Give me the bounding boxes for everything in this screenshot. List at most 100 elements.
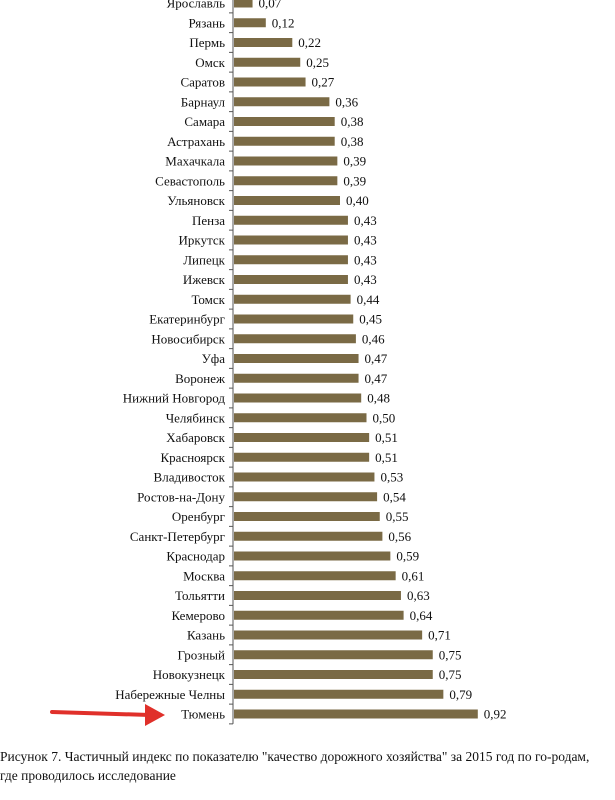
category-label: Тюмень <box>181 707 225 722</box>
value-label: 0,51 <box>375 430 398 445</box>
bar <box>234 531 383 541</box>
category-label: Москва <box>183 568 225 583</box>
bar <box>234 551 391 561</box>
category-label: Кемерово <box>172 608 226 623</box>
bar <box>234 38 293 47</box>
value-label: 0,51 <box>375 450 398 465</box>
bar <box>234 255 348 265</box>
value-label: 0,53 <box>380 470 403 485</box>
bar-chart: Ярославль 0,07 Рязань 0,12 Пермь 0,22 Омск 0,25… <box>50 0 507 726</box>
category-label: Владивосток <box>154 470 226 485</box>
bar <box>234 97 330 107</box>
bar <box>234 709 478 719</box>
value-label: 0,43 <box>354 213 377 228</box>
bar <box>234 571 396 581</box>
value-label: 0,39 <box>343 173 366 188</box>
caption-highlight: "качество дорожного хозяйства" <box>262 749 448 764</box>
category-label: Красноярск <box>161 450 226 465</box>
category-label: Нижний Новгород <box>123 391 226 406</box>
category-label: Пенза <box>192 213 225 228</box>
category-label: Самара <box>184 114 225 129</box>
category-label: Набережные Челны <box>115 687 225 702</box>
bar <box>234 196 340 205</box>
value-label: 0,43 <box>354 272 377 287</box>
bar <box>234 294 351 304</box>
figure-caption: Рисунок 7. Частичный индекс по показател… <box>0 747 600 785</box>
bar <box>234 215 348 225</box>
category-label: Казань <box>187 628 225 643</box>
category-label: Севастополь <box>155 173 225 188</box>
category-label: Новосибирск <box>151 331 225 346</box>
value-label: 0,43 <box>354 252 377 267</box>
bar <box>234 472 375 482</box>
value-label: 0,36 <box>335 94 358 109</box>
category-label: Ульяновск <box>167 193 225 208</box>
bar <box>234 393 362 403</box>
category-label: Воронеж <box>175 371 226 386</box>
value-label: 0,22 <box>298 35 321 50</box>
bar <box>234 334 356 344</box>
category-label: Барнаул <box>181 94 226 109</box>
category-label: Липецк <box>183 252 225 267</box>
bar <box>234 117 335 126</box>
category-label: Томск <box>191 292 225 307</box>
value-label: 0,44 <box>357 292 380 307</box>
bar <box>234 156 338 166</box>
value-label: 0,38 <box>341 114 364 129</box>
bar <box>234 433 370 442</box>
category-label: Хабаровск <box>166 430 225 445</box>
category-label: Тольятти <box>175 588 225 603</box>
bar <box>234 18 266 28</box>
highlight-arrow <box>50 704 165 726</box>
bar <box>234 77 306 87</box>
value-label: 0,40 <box>346 193 369 208</box>
bar <box>234 413 367 423</box>
category-label: Иркутск <box>179 233 226 248</box>
value-label: 0,75 <box>439 667 462 682</box>
value-label: 0,54 <box>383 489 406 504</box>
value-label: 0,59 <box>396 549 419 564</box>
bar <box>234 314 354 324</box>
value-label: 0,38 <box>341 134 364 149</box>
category-label: Челябинск <box>166 410 226 425</box>
value-label: 0,79 <box>449 687 472 702</box>
bar <box>234 373 359 383</box>
value-label: 0,47 <box>365 371 388 386</box>
value-label: 0,27 <box>312 75 335 90</box>
category-label: Уфа <box>202 351 226 366</box>
value-label: 0,71 <box>428 628 451 643</box>
category-label: Екатеринбург <box>149 312 225 327</box>
bar <box>234 689 444 699</box>
value-label: 0,25 <box>306 55 329 70</box>
bar <box>234 630 423 640</box>
value-label: 0,47 <box>365 351 388 366</box>
value-label: 0,12 <box>272 15 295 30</box>
value-label: 0,75 <box>439 647 462 662</box>
value-label: 0,55 <box>386 509 409 524</box>
category-label: Омск <box>195 55 225 70</box>
category-label: Махачкала <box>165 154 225 169</box>
value-label: 0,64 <box>410 608 433 623</box>
category-label: Новокузнецк <box>153 667 226 682</box>
category-label: Санкт-Петербург <box>130 529 225 544</box>
value-label: 0,56 <box>388 529 411 544</box>
bar <box>234 512 380 521</box>
category-label: Ярославль <box>167 0 225 11</box>
bar <box>234 0 253 8</box>
value-label: 0,45 <box>359 312 382 327</box>
bar <box>234 176 338 186</box>
value-label: 0,43 <box>354 233 377 248</box>
caption-text-end: за 2015 год по го-родам, где проводилось… <box>0 749 590 783</box>
value-label: 0,39 <box>343 154 366 169</box>
bar <box>234 650 433 660</box>
bar <box>234 610 404 620</box>
value-label: 0,46 <box>362 331 385 346</box>
value-label: 0,92 <box>484 707 507 722</box>
bar <box>234 591 401 600</box>
category-label: Пермь <box>189 35 225 50</box>
category-label: Рязань <box>188 15 225 30</box>
value-label: 0,63 <box>407 588 430 603</box>
bar <box>234 275 348 284</box>
category-label: Оренбург <box>172 509 225 524</box>
bar <box>234 235 348 245</box>
